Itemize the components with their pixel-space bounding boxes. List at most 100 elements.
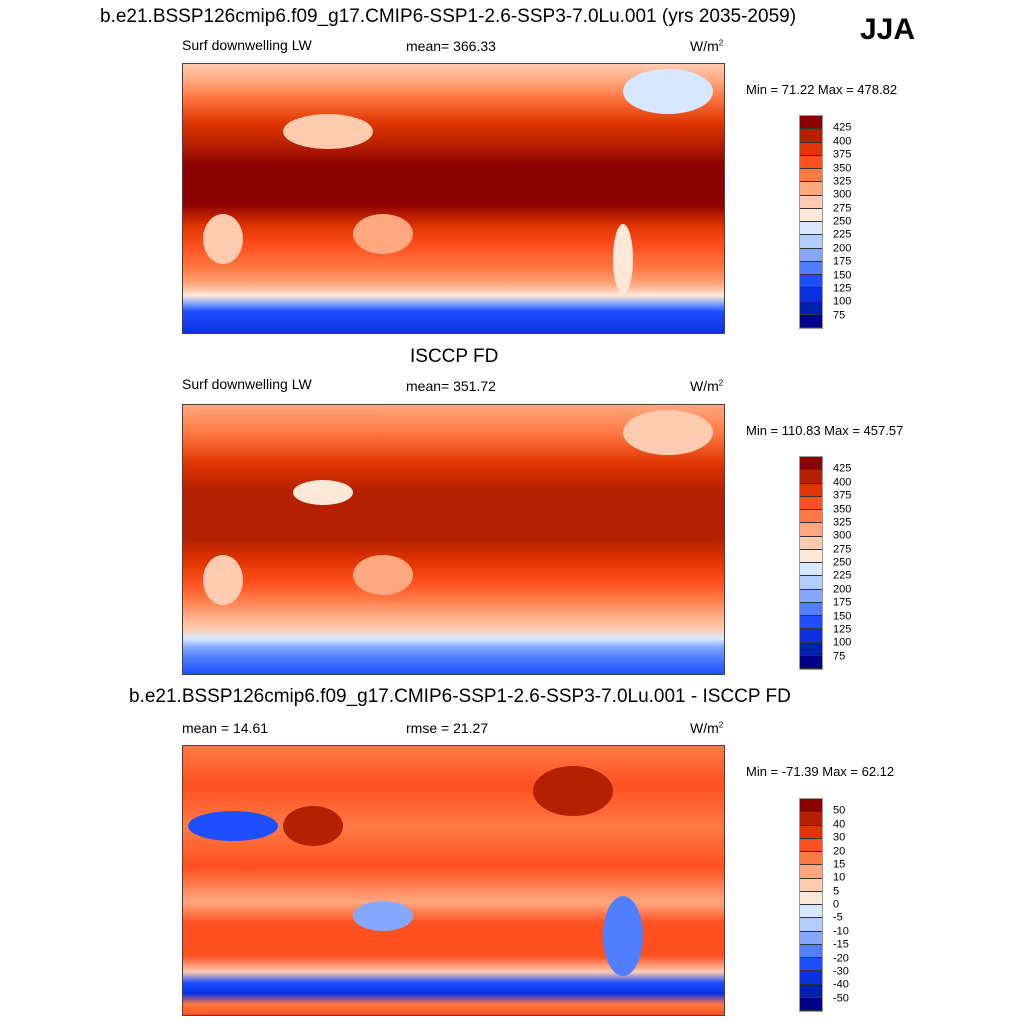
colorbar-swatch xyxy=(800,549,822,563)
colorbar-tick-label: 100 xyxy=(833,295,852,308)
colorbar-tick-label: 425 xyxy=(833,462,852,475)
colorbar-tick-label: 100 xyxy=(833,636,852,649)
colorbar-swatch xyxy=(800,971,822,985)
colorbar-tick-label: 325 xyxy=(833,175,852,188)
colorbar-swatch xyxy=(800,142,822,156)
colorbar-tick-label: 5 xyxy=(833,885,840,898)
panel1-map xyxy=(182,63,725,334)
colorbar-swatch xyxy=(800,642,822,656)
panel2-variable: Surf downwelling LW xyxy=(182,376,312,392)
panel3-colorbar xyxy=(799,798,823,1012)
colorbar-swatch xyxy=(800,510,822,524)
colorbar-tick-label: 225 xyxy=(833,569,852,582)
tibet-region xyxy=(293,480,353,505)
colorbar-tick-label: 175 xyxy=(833,596,852,609)
colorbar-swatch xyxy=(800,838,822,852)
colorbar-tick-label: 75 xyxy=(833,650,846,663)
colorbar-swatch xyxy=(800,878,822,892)
colorbar-swatch xyxy=(800,275,822,289)
panel1-variable: Surf downwelling LW xyxy=(182,37,312,53)
colorbar-swatch xyxy=(800,589,822,603)
north-africa-region xyxy=(188,811,278,841)
colorbar-tick-label: 0 xyxy=(833,898,840,911)
andes-region xyxy=(613,224,633,294)
colorbar-tick-label: 50 xyxy=(833,804,846,817)
greenland-region xyxy=(623,69,713,114)
colorbar-swatch xyxy=(800,905,822,919)
colorbar-tick-label: 200 xyxy=(833,583,852,596)
panel1-units: W/m2 xyxy=(690,38,724,54)
panel3-minmax: Min = -71.39 Max = 62.12 xyxy=(746,764,895,779)
colorbar-swatch xyxy=(800,288,822,302)
colorbar-swatch xyxy=(800,235,822,249)
tibet-region xyxy=(283,806,343,846)
colorbar-swatch xyxy=(800,602,822,616)
colorbar-swatch xyxy=(800,314,822,328)
panel2-title: ISCCP FD xyxy=(410,346,499,367)
colorbar-swatch xyxy=(800,852,822,866)
colorbar-swatch xyxy=(800,195,822,209)
australia-region xyxy=(353,901,413,931)
panel1-minmax: Min = 71.22 Max = 478.82 xyxy=(746,82,898,97)
australia-region xyxy=(353,555,413,595)
colorbar-tick-label: 400 xyxy=(833,476,852,489)
panel2-map xyxy=(182,404,725,675)
panel1-mean: mean= 366.33 xyxy=(406,38,496,54)
africa-south-region xyxy=(203,555,243,605)
colorbar-swatch xyxy=(800,984,822,998)
colorbar-swatch xyxy=(800,523,822,537)
colorbar-tick-label: -15 xyxy=(833,938,849,951)
colorbar-tick-label: 250 xyxy=(833,215,852,228)
colorbar-swatch xyxy=(800,812,822,826)
greenland-region xyxy=(623,410,713,455)
colorbar-swatch xyxy=(800,563,822,577)
colorbar-tick-label: 325 xyxy=(833,516,852,529)
colorbar-tick-label: -30 xyxy=(833,965,849,978)
figure-title: b.e21.BSSP126cmip6.f09_g17.CMIP6-SSP1-2.… xyxy=(100,6,797,27)
colorbar-tick-label: 375 xyxy=(833,489,852,502)
colorbar-tick-label: 10 xyxy=(833,871,846,884)
colorbar-tick-label: 15 xyxy=(833,858,846,871)
colorbar-tick-label: 150 xyxy=(833,269,852,281)
colorbar-tick-label: 425 xyxy=(833,121,852,134)
colorbar-tick-label: 200 xyxy=(833,242,852,255)
colorbar-swatch xyxy=(800,655,822,669)
panel3-title: b.e21.BSSP126cmip6.f09_g17.CMIP6-SSP1-2.… xyxy=(129,686,791,707)
colorbar-swatch xyxy=(800,483,822,497)
colorbar-tick-label: 275 xyxy=(833,202,852,215)
colorbar-swatch xyxy=(800,155,822,169)
colorbar-swatch xyxy=(800,248,822,262)
colorbar-tick-label: 225 xyxy=(833,228,852,241)
colorbar-swatch xyxy=(800,944,822,958)
colorbar-tick-label: -40 xyxy=(833,978,849,991)
colorbar-tick-label: 400 xyxy=(833,135,852,148)
colorbar-swatch xyxy=(800,616,822,630)
colorbar-swatch xyxy=(800,997,822,1011)
colorbar-tick-label: 150 xyxy=(833,610,852,622)
colorbar-swatch xyxy=(800,799,822,813)
colorbar-swatch xyxy=(800,576,822,590)
colorbar-tick-label: -50 xyxy=(833,992,849,1005)
panel2-minmax: Min = 110.83 Max = 457.57 xyxy=(746,423,904,438)
panel3-rmse: rmse = 21.27 xyxy=(406,720,489,736)
colorbar-tick-label: 350 xyxy=(833,162,852,174)
africa-south-region xyxy=(203,214,243,264)
colorbar-tick-label: 40 xyxy=(833,818,846,831)
tibet-region xyxy=(283,114,373,149)
colorbar-tick-label: 300 xyxy=(833,188,852,201)
colorbar-swatch xyxy=(800,208,822,222)
colorbar-swatch xyxy=(800,918,822,932)
colorbar-swatch xyxy=(800,496,822,510)
panel1-colorbar xyxy=(799,115,823,329)
colorbar-swatch xyxy=(800,129,822,143)
colorbar-tick-label: 30 xyxy=(833,831,846,844)
colorbar-tick-label: -10 xyxy=(833,925,849,938)
north-america-region xyxy=(533,766,613,816)
panel2-colorbar xyxy=(799,456,823,670)
colorbar-swatch xyxy=(800,891,822,905)
colorbar-tick-label: -20 xyxy=(833,952,849,964)
colorbar-tick-label: 375 xyxy=(833,148,852,161)
colorbar-swatch xyxy=(800,182,822,196)
season-label: JJA xyxy=(860,13,916,46)
